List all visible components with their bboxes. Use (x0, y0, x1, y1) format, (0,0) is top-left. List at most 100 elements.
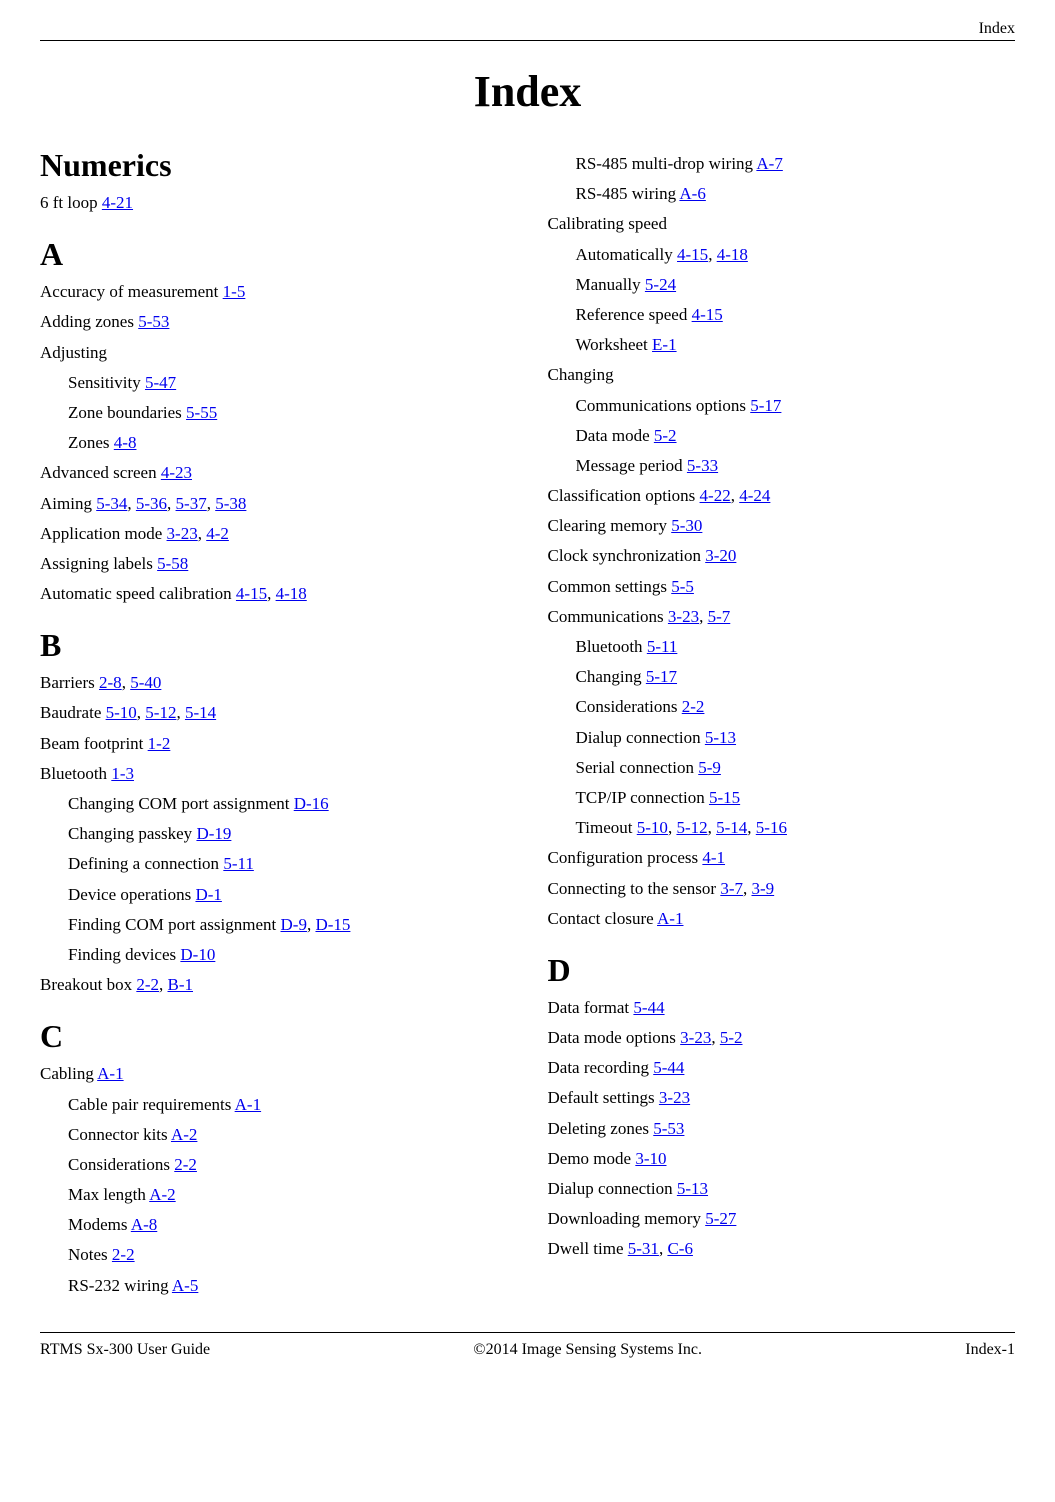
page-ref-link[interactable]: D-1 (195, 885, 221, 904)
page-ref-link[interactable]: 5-30 (671, 516, 702, 535)
page-ref-link[interactable]: 1-3 (111, 764, 134, 783)
page-ref-link[interactable]: D-9 (281, 915, 307, 934)
page-ref-link[interactable]: 3-23 (668, 607, 699, 626)
page-ref-link[interactable]: 5-44 (653, 1058, 684, 1077)
page-ref-link[interactable]: 4-15 (236, 584, 267, 603)
page-ref-link[interactable]: 5-17 (646, 667, 677, 686)
page-ref-link[interactable]: 5-7 (708, 607, 731, 626)
page-ref-link[interactable]: A-1 (235, 1095, 261, 1114)
page-ref-link[interactable]: 5-53 (138, 312, 169, 331)
page-ref-link[interactable]: 5-9 (698, 758, 721, 777)
page-ref-link[interactable]: 4-24 (739, 486, 770, 505)
page-ref-link[interactable]: 2-2 (174, 1155, 197, 1174)
entry-label: Breakout box (40, 975, 136, 994)
page-ref-link[interactable]: 5-12 (145, 703, 176, 722)
page-ref-link[interactable]: A-8 (131, 1215, 157, 1234)
entry-label: Contact closure (548, 909, 658, 928)
page-ref-link[interactable]: 5-11 (647, 637, 678, 656)
page-ref-link[interactable]: 3-20 (705, 546, 736, 565)
page-ref-link[interactable]: 5-2 (654, 426, 677, 445)
page-ref-link[interactable]: 5-14 (716, 818, 747, 837)
page-ref-link[interactable]: 5-5 (671, 577, 694, 596)
page-ref-link[interactable]: 3-23 (680, 1028, 711, 1047)
entry-label: Default settings (548, 1088, 659, 1107)
page-ref-link[interactable]: 4-15 (692, 305, 723, 324)
entry-label: Data recording (548, 1058, 654, 1077)
page-ref-link[interactable]: D-10 (180, 945, 215, 964)
page-ref-link[interactable]: 5-15 (709, 788, 740, 807)
page-ref-link[interactable]: 3-7 (720, 879, 743, 898)
page-ref-link[interactable]: 4-18 (717, 245, 748, 264)
page-ref-link[interactable]: 5-27 (705, 1209, 736, 1228)
page-ref-link[interactable]: 5-44 (633, 998, 664, 1017)
page-ref-link[interactable]: C-6 (667, 1239, 693, 1258)
page-ref-link[interactable]: 5-2 (720, 1028, 743, 1047)
page-ref-link[interactable]: 5-58 (157, 554, 188, 573)
page-ref-link[interactable]: 5-13 (705, 728, 736, 747)
page-ref-link[interactable]: 5-16 (756, 818, 787, 837)
entry-label: Modems (68, 1215, 131, 1234)
entry-label: RS-232 wiring (68, 1276, 172, 1295)
index-entry: Configuration process 4-1 (548, 844, 1016, 871)
page-ref-link[interactable]: 5-24 (645, 275, 676, 294)
page-ref-link[interactable]: D-19 (196, 824, 231, 843)
page-ref-link[interactable]: 5-14 (185, 703, 216, 722)
entry-label: Data mode (576, 426, 654, 445)
page-ref-link[interactable]: A-1 (657, 909, 683, 928)
index-entry: Max length A-2 (40, 1181, 508, 1208)
index-entry: Downloading memory 5-27 (548, 1205, 1016, 1232)
page-ref-link[interactable]: B-1 (168, 975, 194, 994)
page-ref-link[interactable]: 5-12 (676, 818, 707, 837)
entry-label: Downloading memory (548, 1209, 706, 1228)
page-ref-link[interactable]: D-16 (294, 794, 329, 813)
index-entry: Communications options 5-17 (548, 392, 1016, 419)
page-ref-link[interactable]: 3-23 (659, 1088, 690, 1107)
page-ref-link[interactable]: 5-34 (96, 494, 127, 513)
page-ref-link[interactable]: 5-37 (176, 494, 207, 513)
page-ref-link[interactable]: 4-15 (677, 245, 708, 264)
page-ref-link[interactable]: 4-18 (276, 584, 307, 603)
page-ref-link[interactable]: 5-40 (130, 673, 161, 692)
page-ref-link[interactable]: 5-10 (106, 703, 137, 722)
page-ref-link[interactable]: E-1 (652, 335, 677, 354)
page-ref-link[interactable]: A-2 (171, 1125, 197, 1144)
page-ref-link[interactable]: 5-36 (136, 494, 167, 513)
page-ref-link[interactable]: A-7 (756, 154, 782, 173)
page-ref-link[interactable]: 4-22 (700, 486, 731, 505)
page-ref-link[interactable]: 5-13 (677, 1179, 708, 1198)
page-ref-link[interactable]: 2-2 (682, 697, 705, 716)
page-ref-link[interactable]: 5-10 (637, 818, 668, 837)
page-ref-link[interactable]: 2-8 (99, 673, 122, 692)
page-ref-link[interactable]: 2-2 (112, 1245, 135, 1264)
page-ref-link[interactable]: D-15 (315, 915, 350, 934)
page-ref-link[interactable]: 5-33 (687, 456, 718, 475)
page-ref-link[interactable]: 4-21 (102, 193, 133, 212)
page-ref-link[interactable]: A-5 (172, 1276, 198, 1295)
page-ref-link[interactable]: A-1 (97, 1064, 123, 1083)
page-ref-link[interactable]: 5-55 (186, 403, 217, 422)
index-entry: Demo mode 3-10 (548, 1145, 1016, 1172)
page-ref-link[interactable]: A-2 (149, 1185, 175, 1204)
page-ref-link[interactable]: 5-11 (223, 854, 254, 873)
page-ref-link[interactable]: 3-23 (167, 524, 198, 543)
page-ref-link[interactable]: A-6 (679, 184, 705, 203)
page-ref-link[interactable]: 5-31 (628, 1239, 659, 1258)
index-entry: RS-232 wiring A-5 (40, 1272, 508, 1299)
page-ref-link[interactable]: 5-47 (145, 373, 176, 392)
page-ref-link[interactable]: 3-9 (751, 879, 774, 898)
page-ref-link[interactable]: 4-23 (161, 463, 192, 482)
index-entry: Defining a connection 5-11 (40, 850, 508, 877)
page-ref-link[interactable]: 1-2 (148, 734, 171, 753)
entry-label: RS-485 wiring (576, 184, 680, 203)
index-entry: Finding devices D-10 (40, 941, 508, 968)
page-ref-link[interactable]: 1-5 (223, 282, 246, 301)
page-ref-link[interactable]: 5-53 (653, 1119, 684, 1138)
page-ref-link[interactable]: 4-1 (702, 848, 725, 867)
page-ref-link[interactable]: 5-38 (215, 494, 246, 513)
page-ref-link[interactable]: 2-2 (136, 975, 159, 994)
page-ref-link[interactable]: 4-8 (114, 433, 137, 452)
page-ref-link[interactable]: 3-10 (635, 1149, 666, 1168)
page-ref-link[interactable]: 4-2 (206, 524, 229, 543)
page-ref-link[interactable]: 5-17 (750, 396, 781, 415)
entry-label: Worksheet (576, 335, 653, 354)
